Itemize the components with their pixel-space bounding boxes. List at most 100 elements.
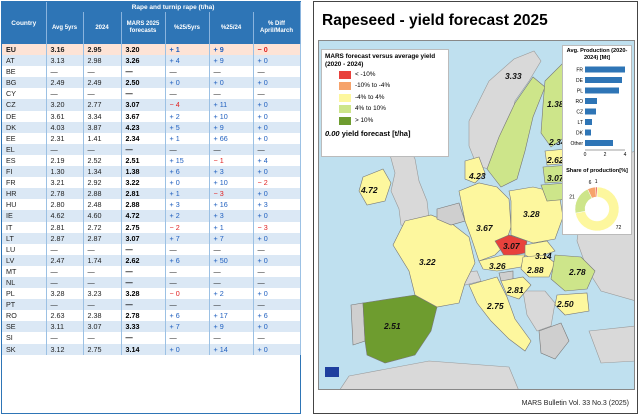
cell-p5: + 2	[165, 210, 210, 222]
cell-p24: + 17	[209, 310, 254, 322]
cell-avg: —	[46, 243, 84, 255]
cell-country: DE	[2, 110, 47, 122]
cell-p24: —	[209, 276, 254, 289]
cell-avg: 3.11	[46, 321, 84, 333]
label-sk: 3.14	[535, 251, 552, 261]
legend-swatch	[339, 70, 351, 79]
cell-p24: − 1	[209, 154, 254, 167]
cell-avg: 3.61	[46, 110, 84, 122]
label-hu: 2.88	[526, 265, 544, 275]
cell-diff: + 0	[253, 110, 301, 122]
cell-fc: 2.78	[121, 310, 166, 322]
cell-p24: —	[209, 265, 254, 277]
legend-label: -10% to -4%	[355, 82, 391, 89]
cell-fc: 3.20	[121, 44, 166, 56]
cell-p5: + 7	[165, 321, 210, 333]
cell-country: IT	[2, 221, 47, 233]
cell-y2024: —	[83, 299, 122, 311]
cell-diff: + 0	[253, 343, 301, 355]
pie-slice	[595, 186, 598, 197]
cell-country: MT	[2, 265, 47, 277]
table-row: LV 2.47 1.74 2.62 + 6 + 50 + 0	[2, 254, 301, 266]
label-lt: 3.07	[547, 173, 565, 183]
bar-de	[585, 77, 622, 83]
cell-fc: 2.62	[121, 254, 166, 266]
bar-ro	[585, 98, 597, 104]
cell-y2024: 1.74	[83, 254, 122, 266]
cell-p24: + 10	[209, 177, 254, 189]
header-pct-5yrs: %25/5yrs	[165, 12, 210, 44]
header-country: Country	[2, 2, 47, 44]
table-row: EE 2.31 1.41 2.34 + 1 + 66 + 0	[2, 132, 301, 144]
pie-label: 21	[569, 194, 575, 200]
label-fr: 3.22	[419, 257, 436, 267]
cell-p5: − 2	[165, 221, 210, 233]
table-row: BG 2.49 2.49 2.50 + 0 + 0 + 0	[2, 77, 301, 89]
cell-diff: + 0	[253, 99, 301, 111]
cell-y2024: 2.95	[83, 44, 122, 56]
cell-avg: 3.21	[46, 177, 84, 189]
cell-diff: − 3	[253, 221, 301, 233]
cell-p5: − 4	[165, 99, 210, 111]
cell-p5: + 5	[165, 121, 210, 133]
land-africa	[339, 360, 519, 389]
cell-diff: + 0	[253, 132, 301, 144]
yield-table: Country Rape and turnip rape (t/ha) Avg …	[1, 1, 301, 414]
cell-country: FI	[2, 166, 47, 178]
cell-country: SK	[2, 343, 47, 355]
table-row: SI — — — — — —	[2, 332, 301, 344]
bar-pl	[585, 87, 619, 94]
header-2024: 2024	[83, 12, 122, 44]
cell-diff: + 6	[253, 310, 301, 322]
cell-diff: − 0	[253, 44, 301, 56]
cell-diff: —	[253, 143, 301, 155]
country-pt	[350, 302, 366, 346]
cell-avg: 3.20	[46, 99, 84, 111]
cell-p5: + 6	[165, 166, 210, 178]
cell-diff: + 4	[253, 154, 301, 167]
label-de: 3.67	[476, 223, 494, 233]
cell-p24: + 14	[209, 343, 254, 355]
cell-p5: —	[165, 243, 210, 255]
cell-avg: 3.13	[46, 55, 84, 67]
cell-diff: + 0	[253, 121, 301, 133]
cell-avg: 3.12	[46, 343, 84, 355]
cell-avg: 2.63	[46, 310, 84, 322]
cell-country: SE	[2, 321, 47, 333]
cell-avg: —	[46, 332, 84, 344]
label-ro: 2.78	[568, 267, 586, 277]
cell-avg: —	[46, 265, 84, 277]
cell-avg: —	[46, 143, 84, 155]
legend-item: -10% to -4%	[325, 81, 445, 91]
forecast-panel: Rapeseed - yield forecast 2025	[313, 1, 638, 414]
cell-p24: —	[209, 243, 254, 255]
cell-y2024: —	[83, 66, 122, 78]
cell-y2024: 2.87	[83, 232, 122, 244]
cell-diff: − 2	[253, 177, 301, 189]
cell-diff: + 0	[253, 288, 301, 300]
table-row: RO 2.63 2.38 2.78 + 6 + 17 + 6	[2, 310, 301, 322]
cell-p5: + 1	[165, 188, 210, 200]
land-turkey	[588, 325, 634, 364]
cell-avg: 1.30	[46, 166, 84, 178]
pie-label: 72	[616, 224, 622, 230]
cell-fc: —	[121, 265, 166, 277]
cell-country: CY	[2, 88, 47, 100]
bar-category-label: PL	[577, 89, 583, 95]
cell-fc: —	[121, 332, 166, 344]
eu-flag-icon	[325, 367, 339, 377]
legend-label: > 10%	[355, 116, 374, 124]
cell-country: HU	[2, 199, 47, 211]
cell-p5: —	[165, 265, 210, 277]
label-bg: 2.50	[556, 299, 574, 309]
cell-country: BG	[2, 77, 47, 89]
cell-fc: 3.26	[121, 55, 166, 67]
cell-p24: —	[209, 299, 254, 311]
cell-diff: —	[253, 243, 301, 255]
cell-p24: + 9	[209, 55, 254, 67]
cell-fc: 4.72	[121, 210, 166, 222]
cell-diff: + 3	[253, 199, 301, 211]
cell-country: SI	[2, 332, 47, 344]
header-diff: % Diff April/March	[253, 12, 301, 44]
cell-country: ES	[2, 154, 47, 167]
